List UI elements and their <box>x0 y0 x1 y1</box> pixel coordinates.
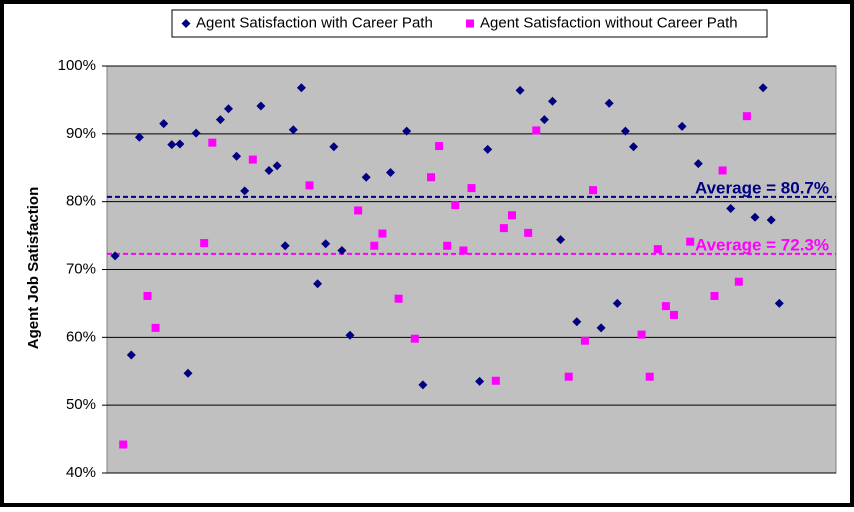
point <box>410 334 419 343</box>
average-label: Average = 80.7% <box>695 178 829 197</box>
point <box>296 83 306 93</box>
point <box>175 139 185 149</box>
point <box>215 115 225 125</box>
point <box>378 229 387 238</box>
point <box>232 151 242 161</box>
point <box>580 336 589 345</box>
point <box>459 246 468 255</box>
point <box>620 126 630 136</box>
point <box>280 241 290 251</box>
point <box>734 277 743 286</box>
point <box>564 372 573 381</box>
point <box>508 211 516 220</box>
point <box>321 239 331 249</box>
point <box>758 83 768 93</box>
point <box>208 138 217 147</box>
legend-label: Agent Satisfaction with Career Path <box>196 14 433 31</box>
point <box>361 172 371 182</box>
point <box>612 298 622 308</box>
legend-label: Agent Satisfaction without Career Path <box>480 14 738 31</box>
point <box>418 380 428 390</box>
point <box>645 372 654 381</box>
point <box>556 235 566 245</box>
point <box>159 119 169 129</box>
point <box>483 144 493 154</box>
point <box>532 126 541 135</box>
y-tick-label: 50% <box>66 396 96 413</box>
point <box>126 350 136 360</box>
point <box>604 98 614 108</box>
legend-marker <box>466 19 474 28</box>
point <box>427 173 435 182</box>
point <box>345 330 355 340</box>
point <box>742 112 751 121</box>
point <box>305 181 314 190</box>
y-tick-label: 80% <box>66 193 96 210</box>
point <box>637 330 646 339</box>
y-tick-label: 60% <box>66 328 96 345</box>
point <box>200 239 209 248</box>
point <box>443 241 452 250</box>
point <box>337 246 347 256</box>
point <box>354 206 363 215</box>
point <box>750 212 760 222</box>
point <box>774 298 784 308</box>
point <box>119 440 128 449</box>
point <box>451 201 460 210</box>
point <box>467 184 476 193</box>
point <box>402 126 412 136</box>
point <box>435 142 444 151</box>
point <box>240 186 250 196</box>
point <box>272 161 282 171</box>
point <box>589 186 597 195</box>
point <box>191 128 201 138</box>
point <box>264 165 274 175</box>
point <box>629 142 638 152</box>
average-label: Average = 72.3% <box>695 235 829 254</box>
point <box>224 104 233 114</box>
point <box>329 142 339 152</box>
point <box>572 317 582 327</box>
point <box>110 251 120 261</box>
point <box>370 241 379 250</box>
point <box>548 96 557 106</box>
point <box>248 155 257 164</box>
point <box>491 376 500 385</box>
point <box>653 245 662 254</box>
point <box>539 115 549 125</box>
point <box>718 166 727 175</box>
point <box>143 291 152 300</box>
point <box>524 228 533 237</box>
point <box>151 323 160 332</box>
y-axis-label: Agent Job Satisfaction <box>25 187 42 350</box>
point <box>686 237 695 246</box>
point <box>183 368 193 378</box>
y-tick-label: 40% <box>66 464 96 481</box>
y-tick-label: 70% <box>66 260 96 277</box>
point <box>670 310 678 319</box>
point <box>167 140 177 150</box>
point <box>288 125 298 135</box>
point <box>693 159 703 169</box>
y-tick-label: 100% <box>58 57 96 74</box>
point <box>499 224 508 233</box>
point <box>134 132 144 142</box>
point <box>661 302 670 311</box>
point <box>726 203 736 213</box>
point <box>475 376 485 386</box>
point <box>394 294 403 303</box>
point <box>596 323 606 333</box>
legend-marker <box>181 19 191 28</box>
point <box>313 279 323 289</box>
point <box>766 215 776 225</box>
point <box>386 167 395 177</box>
point <box>710 291 719 300</box>
point <box>515 85 525 95</box>
point <box>256 101 266 111</box>
point <box>677 121 687 131</box>
y-tick-label: 90% <box>66 125 96 142</box>
